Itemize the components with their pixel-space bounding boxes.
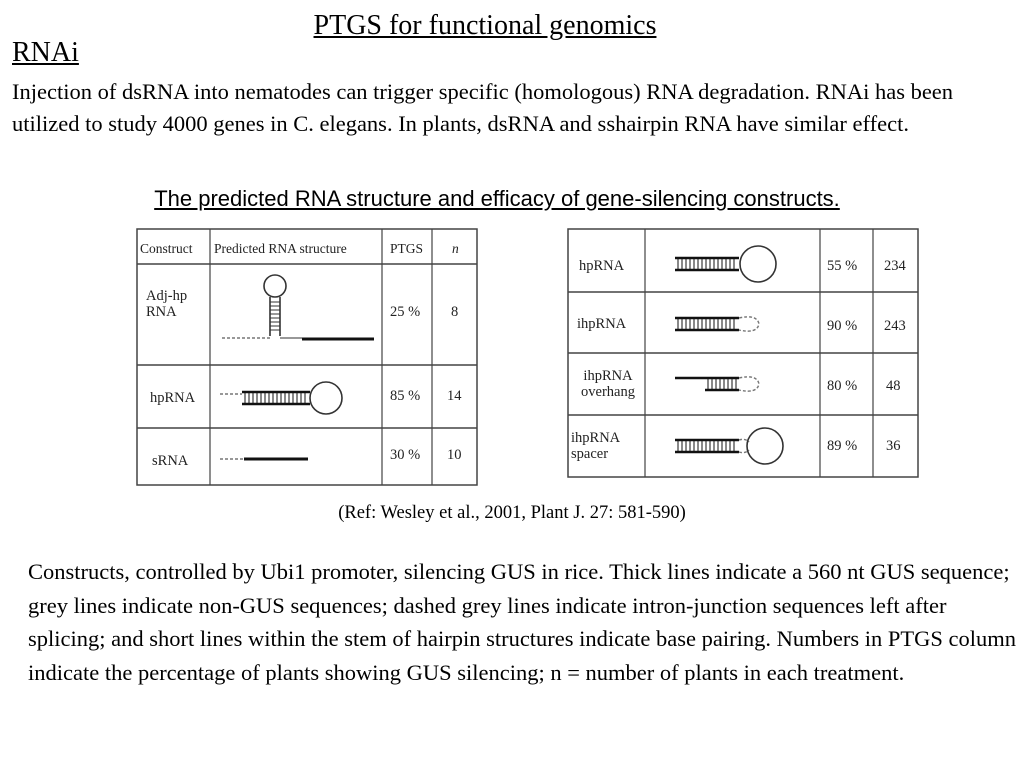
figure-caption: Constructs, controlled by Ubi1 promoter,… — [28, 559, 1016, 685]
row-n-value: 48 — [886, 378, 901, 394]
reference-citation: (Ref: Wesley et al., 2001, Plant J. 27: … — [338, 503, 686, 523]
row-construct-label: sRNA — [152, 453, 189, 469]
row-n-value: 8 — [451, 304, 459, 320]
row-construct-label: hpRNA — [150, 390, 196, 406]
header-construct: Construct — [140, 241, 193, 256]
row-ptgs-value: 30 % — [390, 447, 421, 463]
table-left: Construct Predicted RNA structure PTGS n… — [136, 228, 478, 486]
row-construct-label: hpRNA — [579, 258, 625, 274]
row-n-value: 234 — [884, 258, 906, 274]
row-construct-label: ihpRNA overhang — [581, 368, 635, 400]
header-predicted-structure: Predicted RNA structure — [214, 241, 347, 256]
row-ptgs-value: 85 % — [390, 388, 421, 404]
row-construct-label: ihpRNA — [577, 316, 627, 332]
table-right-grid — [567, 228, 919, 478]
row-ptgs-value: 80 % — [827, 378, 858, 394]
row-ptgs-value: 25 % — [390, 304, 421, 320]
header-n: n — [452, 241, 459, 256]
table-right: hpRNA 55 % 234 ihpRNA 90 % 243 ihpRNA ov… — [567, 228, 919, 478]
row-construct-label: ihpRNA spacer — [571, 430, 620, 462]
slide-title: PTGS for functional genomics — [313, 10, 657, 41]
row-ptgs-value: 90 % — [827, 318, 858, 334]
header-ptgs: PTGS — [390, 241, 424, 256]
figure-subtitle: The predicted RNA structure and efficacy… — [154, 186, 840, 211]
row-n-value: 10 — [447, 447, 462, 463]
row-n-value: 14 — [447, 388, 462, 404]
table-left-grid — [136, 228, 478, 486]
section-heading: RNAi — [12, 37, 79, 68]
row-ptgs-value: 89 % — [827, 438, 858, 454]
intro-paragraph: Injection of dsRNA into nematodes can tr… — [12, 79, 954, 136]
row-n-value: 243 — [884, 318, 906, 334]
row-n-value: 36 — [886, 438, 901, 454]
row-construct-label: Adj-hp RNA — [146, 288, 188, 320]
row-ptgs-value: 55 % — [827, 258, 858, 274]
